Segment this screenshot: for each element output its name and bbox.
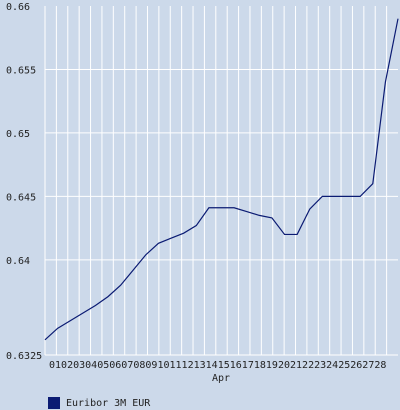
x-tick-label: 22 xyxy=(302,360,314,371)
x-axis-label: Apr xyxy=(212,373,230,384)
legend: Euribor 3M EUR xyxy=(48,396,150,410)
x-tick-label: 11 xyxy=(170,360,182,371)
y-tick-label: 0.65 xyxy=(6,129,30,140)
axes xyxy=(44,6,398,356)
x-tick-label: 20 xyxy=(278,360,290,371)
y-tick-label: 0.655 xyxy=(6,65,36,76)
x-tick-label: 08 xyxy=(133,360,145,371)
x-tick-label: 28 xyxy=(374,360,386,371)
x-tick-label: 18 xyxy=(254,360,266,371)
x-tick-label: 10 xyxy=(157,360,169,371)
legend-swatch xyxy=(48,397,60,409)
series-line xyxy=(44,18,399,341)
x-tick-label: 16 xyxy=(230,360,242,371)
x-tick-label: 01 xyxy=(49,360,61,371)
legend-label: Euribor 3M EUR xyxy=(66,397,151,409)
x-tick-label: 15 xyxy=(218,360,230,371)
y-tick-label: 0.645 xyxy=(6,192,36,203)
x-tick-label: 09 xyxy=(145,360,157,371)
y-tick-label: 0.6325 xyxy=(6,351,42,362)
x-tick-label: 03 xyxy=(73,360,85,371)
y-tick-labels: 0.6325 0.64 0.645 0.65 0.655 0.66 xyxy=(6,2,42,362)
series-layer xyxy=(44,18,399,341)
y-tick-label: 0.64 xyxy=(6,256,30,267)
x-tick-label: 12 xyxy=(182,360,194,371)
x-tick-label: 13 xyxy=(194,360,206,371)
grid xyxy=(45,6,398,355)
x-tick-label: 02 xyxy=(61,360,73,371)
x-tick-label: 17 xyxy=(242,360,254,371)
y-tick-label: 0.66 xyxy=(6,2,30,13)
x-tick-label: 23 xyxy=(314,360,326,371)
x-tick-label: 06 xyxy=(109,360,121,371)
x-tick-label: 04 xyxy=(85,360,97,371)
x-tick-labels: 01 02 03 04 05 06 07 08 09 10 11 12 13 14 15 16 17 18 19 20… xyxy=(49,360,386,371)
x-tick-label: 26 xyxy=(350,360,362,371)
x-tick-label: 25 xyxy=(338,360,350,371)
x-tick-label: 14 xyxy=(206,360,218,371)
x-tick-label: 21 xyxy=(290,360,302,371)
x-tick-label: 19 xyxy=(266,360,278,371)
x-tick-label: 07 xyxy=(121,360,133,371)
x-tick-label: 05 xyxy=(97,360,109,371)
x-tick-label: 27 xyxy=(362,360,374,371)
x-tick-label: 24 xyxy=(326,360,338,371)
